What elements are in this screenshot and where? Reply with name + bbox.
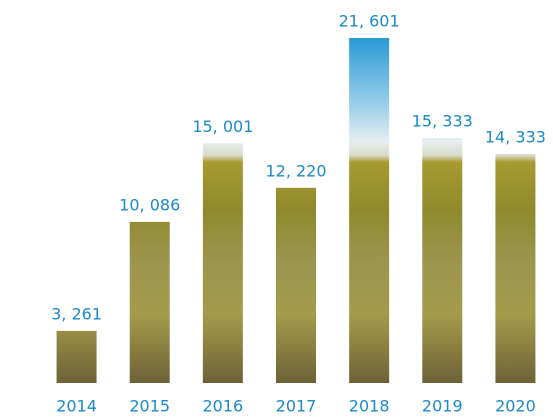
bar: [495, 154, 536, 383]
x-tick-label: 2019: [422, 397, 463, 416]
x-tick-label: 2014: [56, 397, 97, 416]
value-label: 21, 601: [339, 11, 400, 30]
x-tick-label: 2015: [129, 397, 170, 416]
x-tick-label: 2016: [202, 397, 243, 416]
value-label: 14, 333: [485, 128, 546, 147]
value-label: 15, 333: [412, 112, 473, 131]
value-label: 10, 086: [119, 195, 180, 214]
bar: [276, 187, 316, 383]
bar: [56, 330, 97, 383]
bar: [202, 143, 243, 383]
value-label: 12, 220: [265, 161, 326, 180]
x-tick-label: 2020: [495, 397, 536, 416]
x-tick-label: 2018: [349, 397, 390, 416]
x-tick-label: 2017: [276, 397, 317, 416]
bar: [422, 138, 463, 383]
bar: [129, 221, 170, 383]
value-label: 15, 001: [192, 117, 253, 136]
value-label: 3, 261: [51, 304, 102, 323]
bar: [349, 37, 390, 384]
